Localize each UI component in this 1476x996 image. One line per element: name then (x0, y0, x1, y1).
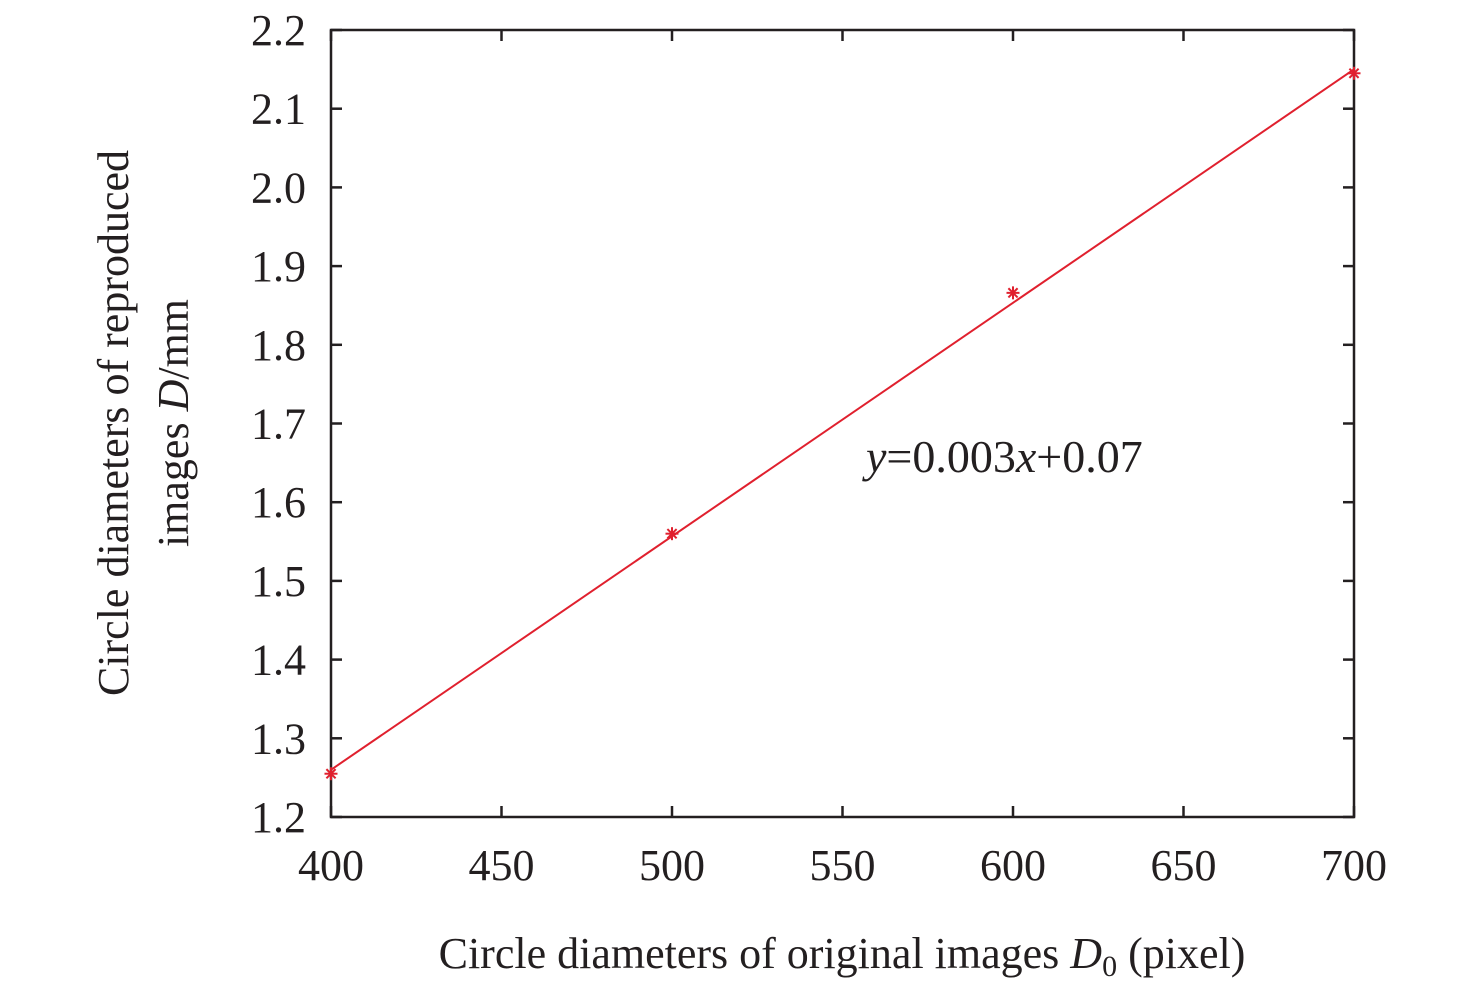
data-markers (324, 66, 1361, 781)
y-tick-label: 1.2 (251, 793, 306, 842)
x-tick-label: 600 (980, 841, 1046, 890)
y-axis-title: Circle diameters of reproduced images D/… (89, 150, 198, 696)
data-point (665, 527, 679, 541)
y-axis-title-line2-suffix: /mm (149, 299, 198, 380)
annotation-eq-part2: +0.07 (1036, 431, 1142, 482)
x-tick-label: 450 (469, 841, 535, 890)
x-axis-title-prefix: Circle diameters of original images (439, 929, 1071, 978)
x-axis-title-var: D (1069, 929, 1102, 978)
x-tick-label: 700 (1321, 841, 1387, 890)
x-axis-title-sub: 0 (1102, 950, 1117, 983)
data-point-stroke (1007, 287, 1019, 299)
fit-line-layer (330, 68, 1355, 771)
fit-equation-annotation: y=0.003x+0.07 (862, 431, 1143, 482)
data-point (1347, 66, 1361, 80)
y-tick-label: 2.0 (251, 163, 306, 212)
data-point-stroke (325, 768, 337, 780)
y-tick-label: 1.4 (251, 636, 306, 685)
annotation-eq-part1: =0.003 (886, 431, 1015, 482)
y-axis-ticks (331, 28, 1354, 819)
x-tick-label: 400 (298, 841, 364, 890)
data-point (324, 767, 338, 781)
y-tick-label: 1.7 (251, 400, 306, 449)
y-tick-label: 1.3 (251, 714, 306, 763)
plot-frame (329, 28, 1356, 819)
y-tick-label: 2.1 (251, 85, 306, 134)
fit-line (330, 68, 1355, 771)
y-tick-label: 1.5 (251, 557, 306, 606)
y-tick-label: 1.9 (251, 242, 306, 291)
y-axis-title-line2-prefix: images (149, 411, 198, 547)
data-point-stroke (666, 528, 678, 539)
y-tick-label: 2.2 (251, 6, 306, 55)
data-point (1006, 286, 1020, 300)
y-axis-title-line1: Circle diameters of reproduced (89, 150, 138, 696)
x-axis-ticks (329, 30, 1356, 817)
y-tick-label: 1.8 (251, 321, 306, 370)
y-axis-title-line2-var: D (149, 379, 198, 412)
x-tick-label: 550 (810, 841, 876, 890)
x-axis-title: Circle diameters of original images D0 (… (439, 929, 1246, 983)
x-axis-tick-labels: 400 450 500 550 600 650 700 (298, 841, 1387, 890)
annotation-x-var: x (1015, 431, 1037, 482)
y-axis-title-line2: images D/mm (149, 299, 198, 547)
x-axis-title-suffix: (pixel) (1117, 929, 1245, 978)
annotation-y-var: y (862, 431, 887, 482)
data-point-stroke (1348, 67, 1360, 79)
y-axis-tick-labels: 1.2 1.3 1.4 1.5 1.6 1.7 1.8 1.9 2.0 2.1 2.2 (251, 6, 306, 842)
y-tick-label: 1.6 (251, 478, 306, 527)
x-tick-label: 650 (1151, 841, 1217, 890)
x-tick-label: 500 (639, 841, 705, 890)
